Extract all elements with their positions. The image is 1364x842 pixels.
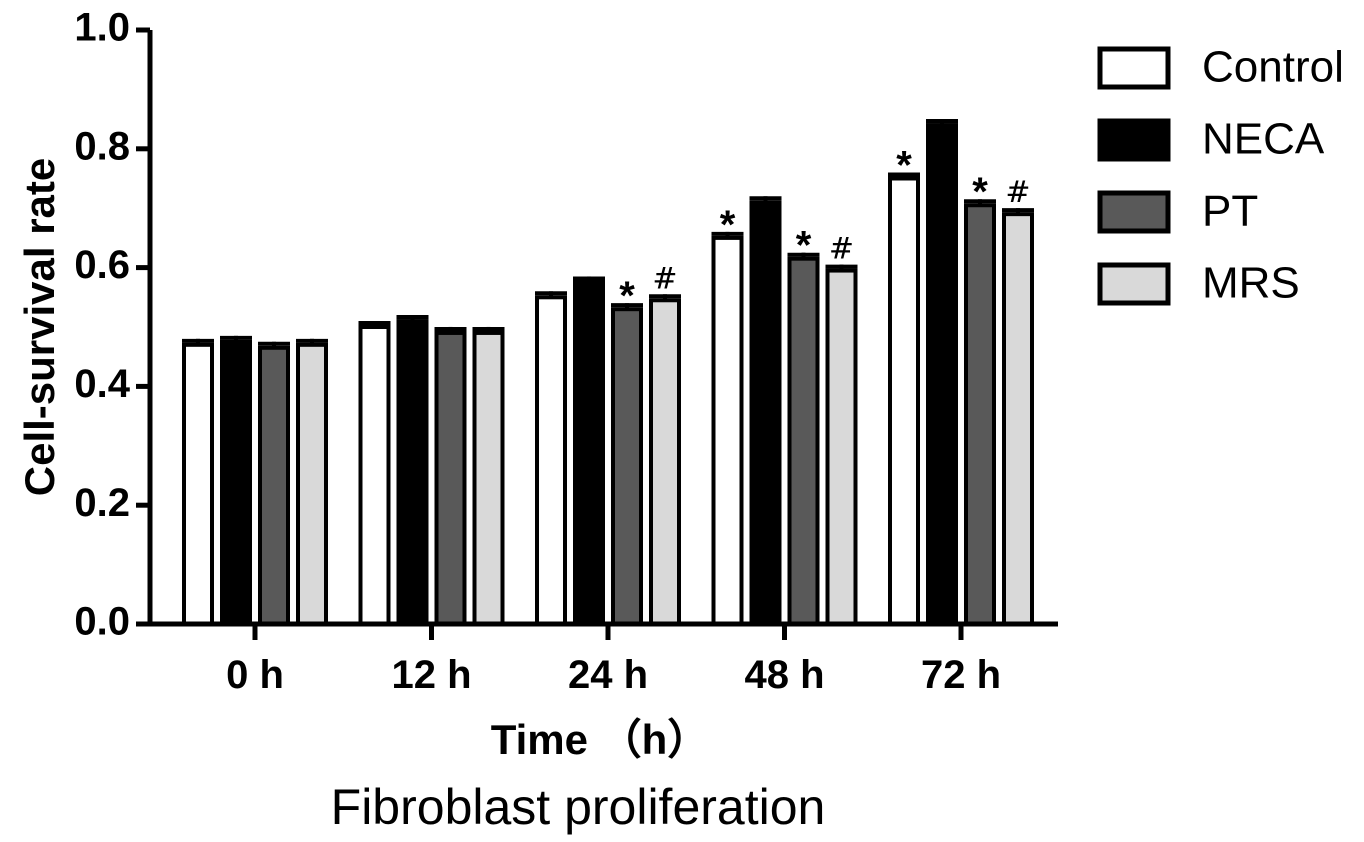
bar-mrs-24h <box>649 298 681 626</box>
bar-neca-72h <box>926 123 958 626</box>
bar-control-48h <box>711 235 744 626</box>
significance-star: * <box>972 170 988 214</box>
bars-layer <box>182 119 1034 626</box>
bar-neca-12h <box>396 319 429 626</box>
y-tick-label: 0.0 <box>74 600 130 644</box>
y-axis-title: Cell-survival rate <box>16 158 63 497</box>
bar-pt-72h <box>964 203 996 626</box>
bar-control-24h <box>535 295 567 626</box>
y-ticks: 0.0 0.2 0.4 0.6 0.8 1.0 <box>74 6 150 644</box>
legend-swatch-control <box>1097 46 1171 90</box>
bar-pt-24h <box>611 307 643 626</box>
legend-swatch-neca <box>1097 118 1171 162</box>
legend-swatch-pt <box>1097 190 1171 234</box>
significance-markers: * # * * # * * # <box>619 144 1030 319</box>
bar-neca-48h <box>749 200 782 626</box>
y-tick-label: 0.8 <box>74 124 130 168</box>
bar-pt-48h <box>787 256 820 626</box>
significance-hash: # <box>652 261 677 296</box>
legend-label-mrs: MRS <box>1202 259 1300 308</box>
significance-star: * <box>896 144 912 188</box>
x-tick-label: 12 h <box>391 653 471 697</box>
significance-hash: # <box>1005 175 1030 210</box>
y-tick-label: 0.4 <box>74 362 130 406</box>
bar-mrs-0h <box>296 342 328 626</box>
bar-mrs-48h <box>825 268 858 626</box>
significance-star: * <box>619 274 635 318</box>
bar-mrs-12h <box>472 330 505 626</box>
x-ticks: 0 h 12 h 24 h 48 h 72 h <box>226 624 1001 697</box>
x-tick-label: 72 h <box>921 653 1001 697</box>
x-tick-label: 48 h <box>744 653 824 697</box>
significance-star: * <box>796 224 812 268</box>
legend: Control NECA PT MRS <box>1097 43 1344 308</box>
significance-star: * <box>720 203 736 247</box>
bar-pt-12h <box>434 330 467 626</box>
legend-swatch-mrs <box>1097 262 1171 306</box>
significance-hash: # <box>829 232 854 267</box>
bar-mrs-72h <box>1002 212 1034 626</box>
bar-control-0h <box>182 342 214 626</box>
legend-label-control: Control <box>1202 43 1344 92</box>
axes-layer <box>147 30 1058 627</box>
x-tick-label: 0 h <box>226 653 284 697</box>
y-tick-label: 1.0 <box>74 6 130 50</box>
legend-label-pt: PT <box>1202 187 1258 236</box>
bar-neca-24h <box>573 280 605 626</box>
bar-pt-0h <box>258 345 290 626</box>
legend-label-neca: NECA <box>1202 115 1325 164</box>
chart-caption: Fibroblast proliferation <box>331 779 826 835</box>
x-axis-title: Time （h） <box>491 716 710 763</box>
y-tick-label: 0.6 <box>74 243 130 287</box>
bar-control-72h <box>888 176 920 626</box>
x-tick-label: 24 h <box>568 653 648 697</box>
bar-control-12h <box>358 325 391 626</box>
bar-neca-0h <box>220 339 252 626</box>
y-tick-label: 0.2 <box>74 481 130 525</box>
